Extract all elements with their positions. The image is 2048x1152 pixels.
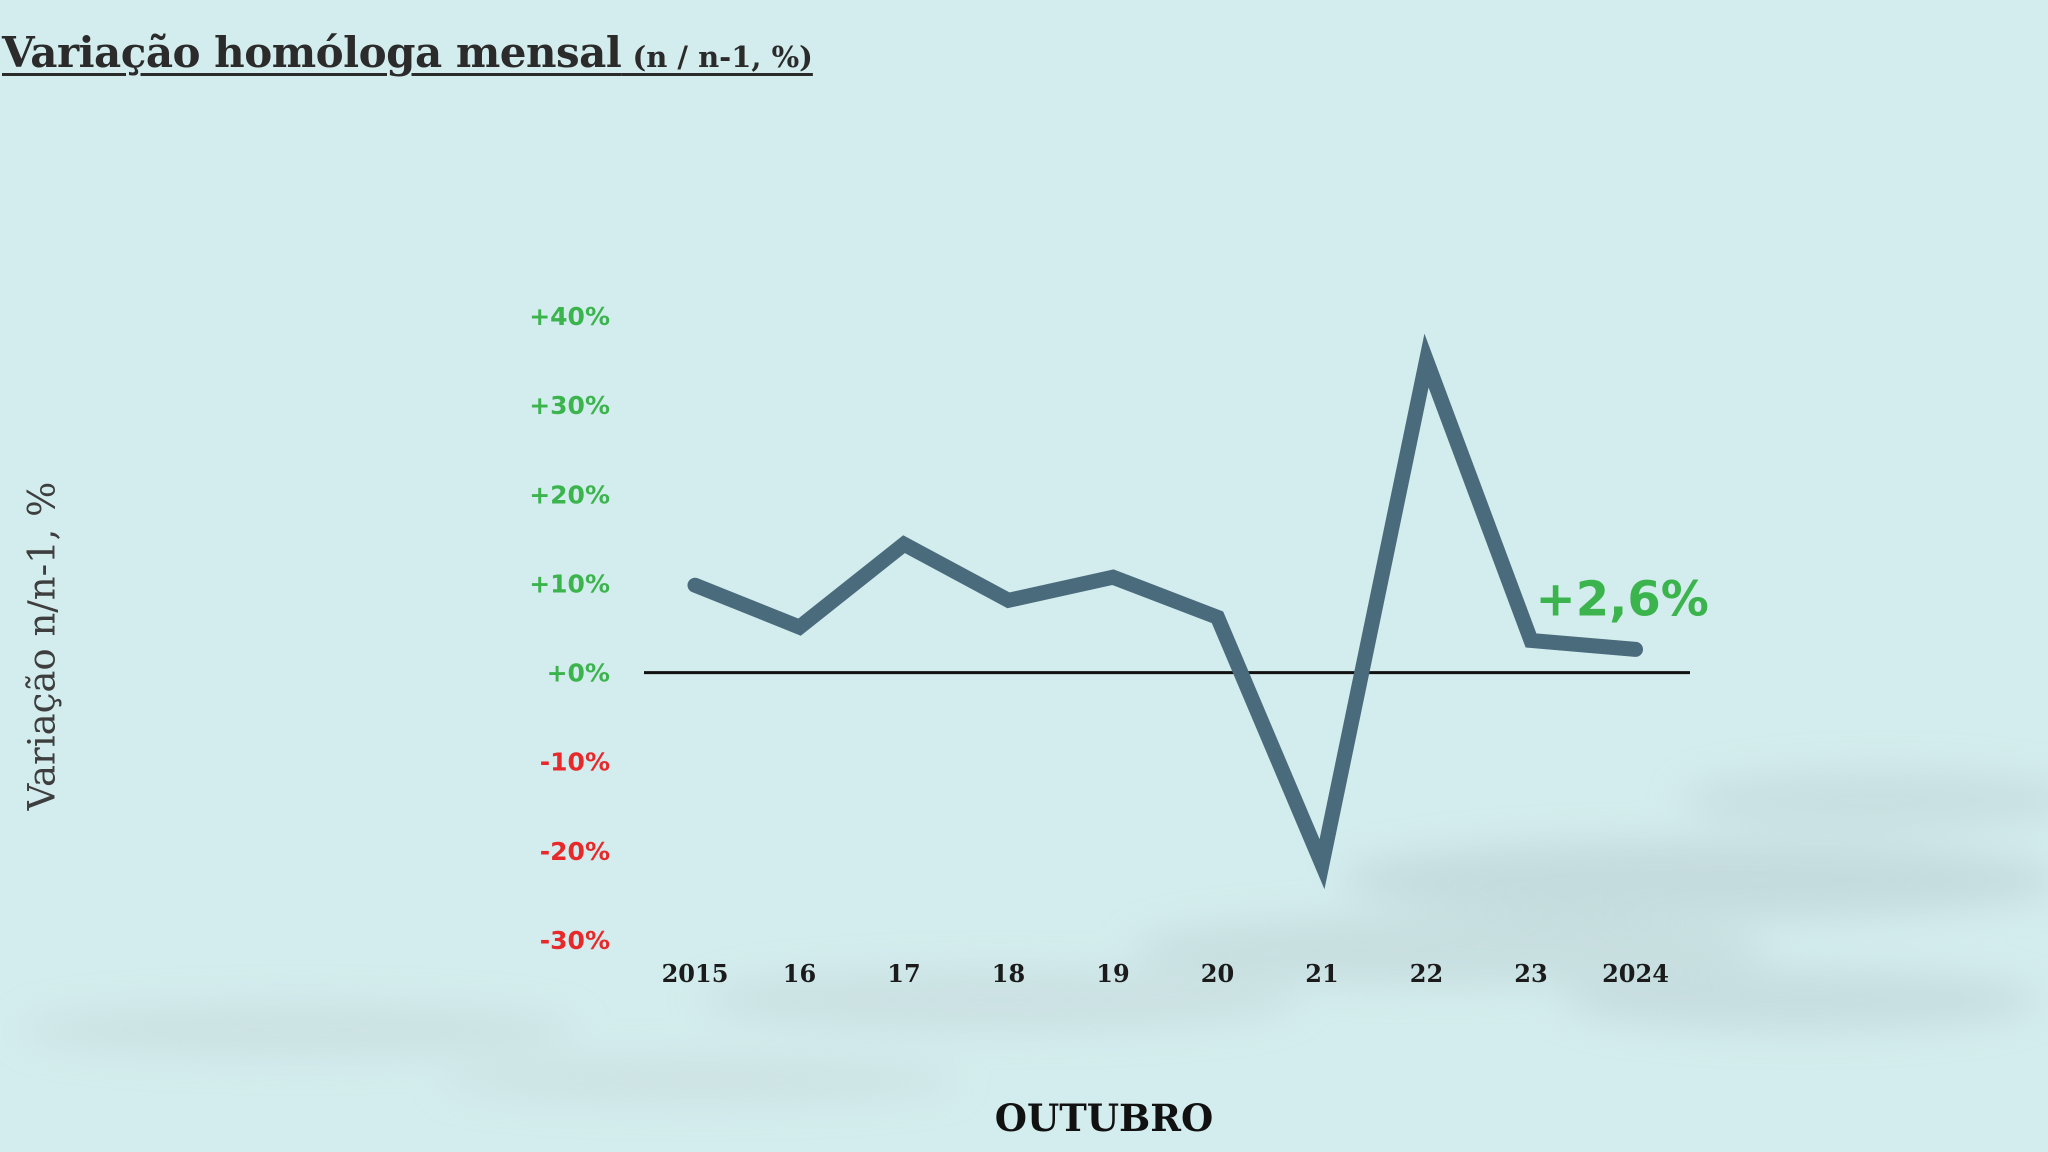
x-tick-label: 19: [1096, 959, 1129, 988]
x-tick-label: 21: [1305, 959, 1338, 988]
x-axis-label: OUTUBRO: [994, 1096, 1214, 1140]
y-tick-label: +40%: [529, 302, 610, 331]
data-point: [903, 543, 905, 545]
data-point: [1112, 576, 1114, 578]
y-tick-label: +0%: [547, 659, 610, 688]
x-tick-label: 2024: [1602, 959, 1669, 988]
x-tick-label: 22: [1410, 959, 1443, 988]
y-tick-label: -10%: [540, 748, 610, 777]
y-tick-label: -30%: [540, 926, 610, 955]
y-tick-label: +10%: [529, 569, 610, 598]
data-point: [1321, 863, 1323, 865]
y-axis-ticks: +40% +30% +20% +10% +0% -10% -20% -30%: [529, 302, 610, 955]
data-point: [1217, 616, 1218, 618]
data-point: [694, 584, 696, 586]
data-point: [1530, 639, 1532, 641]
x-tick-label: 17: [887, 959, 920, 988]
series-line: [687, 333, 1643, 890]
x-tick-label: 2015: [662, 959, 729, 988]
data-point: [1008, 599, 1009, 601]
x-axis-ticks: 2015 16 17 18 19 20 21 22 23 2024: [662, 959, 1669, 988]
annotation-label: +2,6%: [1536, 571, 1709, 627]
title-main: Variação homóloga mensal: [2, 28, 622, 77]
title-subtitle: (n / n-1, %): [632, 40, 813, 74]
y-tick-label: -20%: [540, 837, 610, 866]
data-point: [1426, 360, 1427, 362]
y-tick-label: +20%: [529, 480, 610, 509]
y-tick-label: +30%: [529, 391, 610, 420]
series-layer: [687, 333, 1643, 890]
x-tick-label: 20: [1201, 959, 1234, 988]
x-tick-label: 18: [992, 959, 1025, 988]
data-point: [799, 626, 800, 628]
data-point: [1635, 648, 1636, 650]
x-tick-label: 23: [1514, 959, 1547, 988]
annotation-layer: +2,6%: [1536, 571, 1709, 627]
x-tick-label: 16: [783, 959, 816, 988]
page-title: Variação homóloga mensal (n / n-1, %): [2, 28, 813, 77]
